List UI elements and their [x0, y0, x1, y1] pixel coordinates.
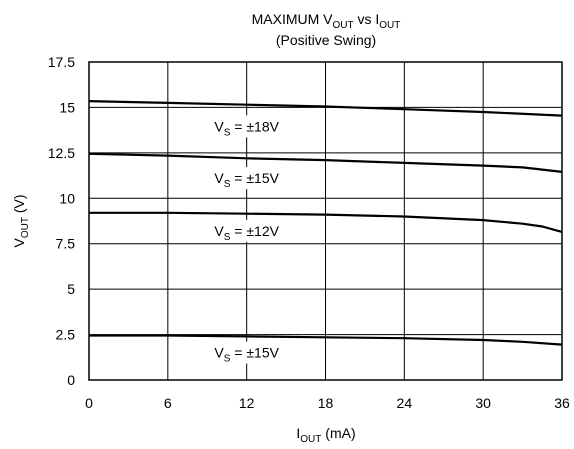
y-tick-label: 15 — [59, 99, 75, 115]
x-tick-label: 0 — [85, 395, 93, 411]
series-line-2 — [88, 152, 563, 173]
chart-title-line1: MAXIMUM VOUT vs IOUT — [252, 11, 401, 31]
x-tick-label: 18 — [318, 395, 334, 411]
series-label-bg — [204, 115, 289, 138]
series-label-2: VS = ±15V — [214, 170, 279, 190]
plot-frame — [88, 61, 563, 381]
x-tick-label: 24 — [397, 395, 413, 411]
y-tick-label: 5 — [67, 281, 75, 297]
series-line-1 — [88, 100, 563, 117]
x-tick-label: 30 — [475, 395, 491, 411]
x-tick-labels: 0 6 12 18 24 30 36 — [85, 395, 570, 411]
y-tick-label: 10 — [59, 190, 75, 206]
series-label-bg — [204, 167, 289, 190]
series-label-bg — [204, 219, 289, 242]
series-line-3 — [89, 211, 563, 233]
series-labels: VS = ±18V VS = ±15V VS = ±12V VS = ±15V — [204, 115, 289, 365]
y-tick-label: 12.5 — [48, 145, 75, 161]
y-tick-label: 17.5 — [48, 54, 75, 70]
x-tick-label: 36 — [554, 395, 570, 411]
y-tick-labels: 0 2.5 5 7.5 10 12.5 15 17.5 — [48, 54, 75, 388]
x-axis-label: IOUT (mA) — [296, 425, 355, 445]
series-lines — [88, 100, 563, 346]
series-label-4: VS = ±15V — [214, 345, 279, 365]
chart-title-line2: (Positive Swing) — [276, 32, 376, 48]
series-label-bg — [204, 341, 289, 364]
series-label-1: VS = ±18V — [214, 118, 279, 138]
x-tick-label: 6 — [164, 395, 172, 411]
y-tick-label: 2.5 — [56, 327, 76, 343]
series-label-3: VS = ±12V — [214, 223, 279, 243]
series-line-4 — [89, 334, 563, 346]
y-axis-label: VOUT (V) — [11, 194, 31, 247]
y-tick-label: 7.5 — [56, 236, 76, 252]
y-tick-label: 0 — [67, 372, 75, 388]
x-tick-label: 12 — [239, 395, 255, 411]
